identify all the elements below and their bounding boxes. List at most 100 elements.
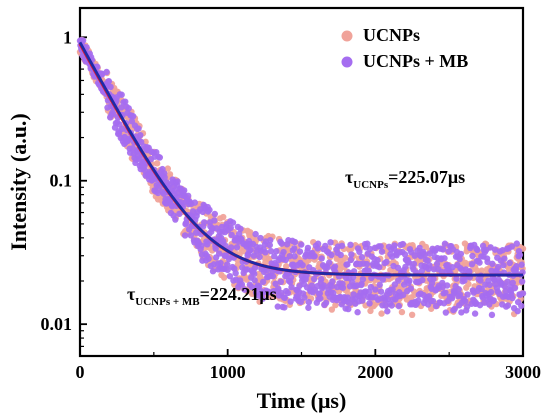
data-point-ucnps-mb	[449, 264, 456, 271]
data-point-ucnps-mb	[273, 248, 280, 255]
data-point-ucnps-mb	[224, 261, 231, 268]
data-point-ucnps-mb	[487, 288, 495, 296]
data-point-ucnps-mb	[441, 255, 448, 262]
data-point-ucnps-mb	[514, 307, 521, 315]
data-point-ucnps-mb	[320, 282, 328, 289]
y-tick-label: 0.1	[50, 171, 73, 191]
data-point-ucnps-mb	[441, 240, 449, 247]
data-point-ucnps-mb	[406, 277, 413, 284]
data-point-ucnps-mb	[311, 253, 318, 260]
data-point-ucnps-mb	[504, 278, 511, 285]
data-point-ucnps-mb	[338, 242, 346, 250]
data-point-ucnps-mb	[252, 230, 259, 238]
data-point-ucnps-mb	[284, 289, 292, 297]
data-point-ucnps-mb	[384, 308, 391, 315]
data-point-ucnps	[411, 291, 418, 299]
data-point-ucnps-mb	[415, 297, 422, 304]
data-point-ucnps-mb	[326, 259, 333, 266]
data-point-ucnps-mb	[211, 217, 218, 224]
data-point-ucnps-mb	[411, 252, 418, 259]
data-point-ucnps-mb	[453, 275, 460, 282]
data-point-ucnps-mb	[209, 268, 217, 275]
data-point-ucnps-mb	[372, 286, 379, 293]
data-point-ucnps-mb	[400, 291, 407, 299]
data-point-ucnps-mb	[79, 37, 87, 44]
data-point-ucnps-mb	[228, 231, 235, 239]
data-point-ucnps-mb	[130, 113, 137, 120]
data-point-ucnps-mb	[331, 263, 339, 270]
data-point-ucnps-mb	[262, 249, 269, 256]
data-point-ucnps-mb	[185, 192, 192, 200]
data-point-ucnps-mb	[259, 278, 267, 286]
data-point-ucnps-mb	[376, 263, 383, 271]
data-point-ucnps-mb	[429, 297, 437, 305]
data-point-ucnps-mb	[156, 154, 164, 161]
data-point-ucnps-mb	[297, 298, 305, 306]
data-point-ucnps	[247, 229, 254, 236]
x-tick-label: 1000	[210, 362, 246, 382]
data-point-ucnps-mb	[477, 277, 484, 284]
data-point-ucnps-mb	[271, 253, 278, 260]
data-point-ucnps-mb	[389, 286, 396, 293]
data-point-ucnps-mb	[248, 283, 256, 291]
data-point-ucnps-mb	[394, 264, 402, 271]
data-point-ucnps-mb	[426, 262, 433, 269]
data-point-ucnps-mb	[226, 272, 234, 280]
data-point-ucnps-mb	[491, 246, 499, 253]
data-point-ucnps-mb	[291, 238, 299, 246]
annotation-ucnps-mb-lifetime: τUCNPs + MB=224.21μs	[127, 284, 277, 308]
data-point-ucnps-mb	[103, 68, 110, 76]
data-point-ucnps-mb	[217, 259, 224, 267]
data-point-ucnps	[378, 310, 385, 317]
data-point-ucnps-mb	[344, 294, 352, 301]
data-point-ucnps-mb	[509, 294, 516, 302]
data-point-ucnps-mb	[500, 262, 507, 269]
data-point-ucnps-mb	[356, 248, 363, 256]
data-point-ucnps	[283, 263, 290, 270]
data-point-ucnps-mb	[233, 244, 241, 251]
data-point-ucnps-mb	[314, 240, 322, 247]
data-point-ucnps-mb	[288, 283, 295, 291]
x-tick-label: 3000	[505, 362, 541, 382]
data-point-ucnps-mb	[345, 305, 352, 313]
data-point-ucnps-mb	[328, 282, 336, 290]
data-point-ucnps-mb	[433, 260, 441, 268]
data-point-ucnps	[166, 171, 174, 178]
legend-marker-ucnps-mb	[341, 56, 353, 68]
data-point-ucnps-mb	[508, 243, 516, 250]
data-point-ucnps-mb	[198, 242, 205, 249]
data-point-ucnps	[164, 165, 171, 172]
data-point-ucnps-mb	[468, 260, 476, 268]
x-tick-label: 2000	[357, 362, 393, 382]
data-point-ucnps-mb	[347, 241, 354, 249]
data-point-ucnps	[422, 243, 430, 251]
data-point-ucnps-mb	[513, 263, 520, 270]
data-point-ucnps-mb	[488, 311, 496, 319]
data-point-ucnps-mb	[443, 282, 451, 289]
annotation-ucnps-lifetime: τUCNPs=225.07μs	[345, 167, 465, 191]
data-point-ucnps-mb	[251, 270, 258, 278]
data-point-ucnps-mb	[176, 210, 183, 218]
fit-layer	[78, 41, 523, 277]
data-point-ucnps-mb	[290, 245, 298, 252]
x-tick-label: 0	[76, 362, 85, 382]
data-point-ucnps-mb	[462, 298, 469, 305]
data-point-ucnps-mb	[419, 276, 426, 284]
data-point-ucnps-mb	[366, 300, 373, 307]
data-point-ucnps-mb	[259, 295, 266, 302]
data-point-ucnps-mb	[110, 110, 117, 118]
data-point-ucnps-mb	[359, 275, 367, 283]
data-point-ucnps-mb	[469, 252, 476, 260]
x-axis-title: Time (μs)	[257, 388, 347, 413]
data-point-ucnps-mb	[430, 266, 438, 273]
data-point-ucnps-mb	[455, 285, 462, 293]
data-point-ucnps-mb	[395, 302, 403, 310]
data-point-ucnps-mb	[519, 290, 527, 297]
data-point-ucnps-mb	[476, 259, 483, 266]
data-point-ucnps-mb	[118, 91, 125, 98]
data-point-ucnps-mb	[513, 240, 520, 247]
data-point-ucnps	[328, 306, 336, 313]
data-point-ucnps-mb	[301, 294, 308, 301]
data-point-ucnps-mb	[388, 302, 395, 309]
